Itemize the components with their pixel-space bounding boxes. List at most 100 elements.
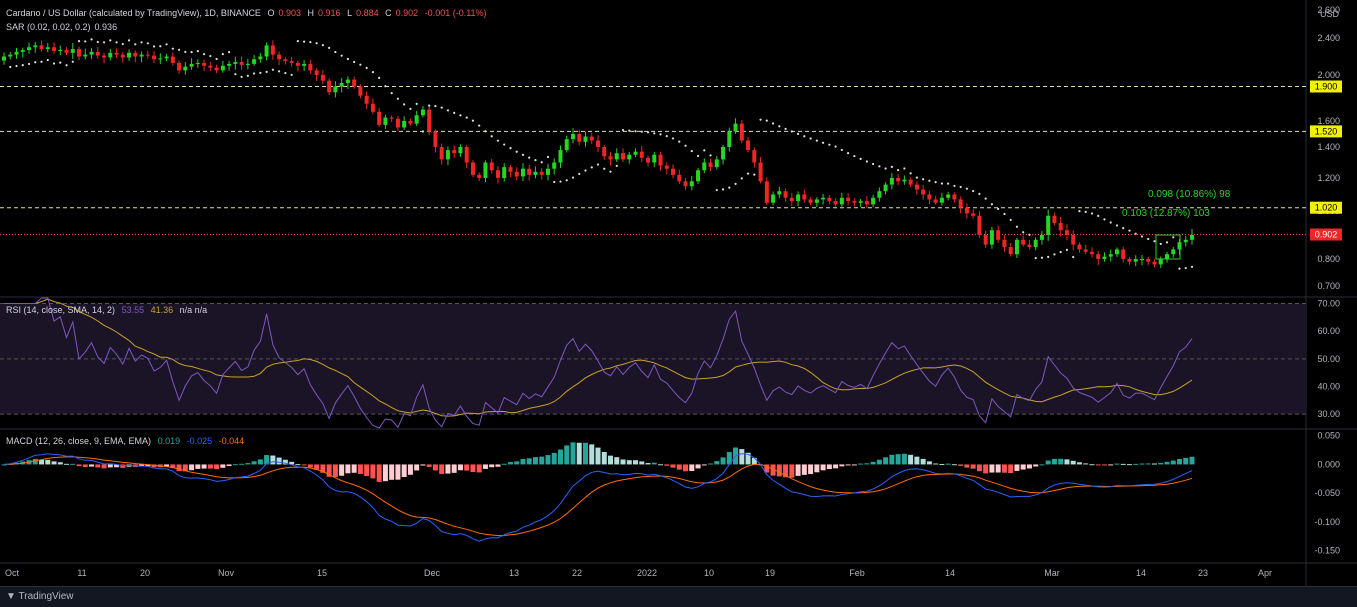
macd-histogram-bar — [1058, 458, 1064, 465]
candle-body — [45, 47, 50, 50]
macd-histogram-bar — [414, 464, 420, 471]
sar-dot — [1134, 232, 1137, 235]
macd-histogram-bar — [983, 464, 989, 474]
sar-dot — [196, 50, 199, 53]
macd-histogram-bar — [914, 456, 920, 465]
sar-dot — [609, 170, 612, 173]
macd-histogram-bar — [845, 464, 851, 466]
candle-body — [621, 153, 626, 160]
macd-histogram-bar — [739, 449, 745, 465]
macd-histogram-bar — [382, 464, 388, 482]
time-tick-label: 13 — [509, 568, 519, 578]
sar-dot — [484, 130, 487, 133]
sar-dot — [940, 182, 943, 185]
sar-dot — [947, 182, 950, 185]
candle-body — [108, 52, 113, 58]
macd-histogram-bar — [1070, 460, 1076, 465]
sar-label: SAR (0.02, 0.02, 0.2) — [6, 22, 91, 32]
sar-dot — [177, 48, 181, 51]
candle-body — [577, 134, 582, 142]
macd-histogram-bar — [82, 464, 88, 467]
level-badge — [1310, 125, 1342, 138]
macd-histogram-bar — [1083, 463, 1089, 465]
sar-dot — [640, 130, 643, 133]
candle-body — [133, 52, 138, 57]
candle-body — [1077, 244, 1082, 250]
candle-body — [814, 199, 819, 203]
sar-dot — [584, 169, 587, 172]
candle-body — [464, 147, 469, 163]
price-tick-label: 0.700 — [1317, 281, 1340, 291]
macd-histogram-bar — [545, 455, 551, 465]
macd-histogram-bar — [864, 463, 870, 465]
sar-dot — [1015, 225, 1019, 228]
macd-histogram-bar — [639, 461, 645, 465]
sar-dot — [84, 40, 87, 43]
sar-dot — [421, 130, 425, 133]
candle-body — [952, 194, 957, 200]
sar-dot — [1190, 265, 1194, 268]
sar-dot — [847, 151, 850, 155]
candle-body — [1183, 239, 1188, 243]
macd-signal-line — [3, 456, 1193, 537]
macd-histogram-bar — [539, 456, 545, 465]
macd-histogram-bar — [420, 464, 426, 466]
sar-dot — [915, 176, 918, 179]
candle-body — [33, 45, 38, 48]
macd-histogram-bar — [220, 464, 226, 468]
sar-dot — [903, 167, 906, 170]
sar-dot — [1090, 212, 1094, 215]
candle-body — [1121, 249, 1126, 259]
macd-histogram-bar — [633, 460, 639, 465]
macd-histogram-bar — [514, 461, 520, 465]
macd-histogram-bar — [189, 464, 195, 471]
sar-dot — [234, 73, 237, 76]
sar-dot — [9, 65, 12, 69]
macd-histogram-bar — [557, 449, 563, 465]
macd-histogram-bar — [995, 464, 1001, 473]
level-badge — [1310, 201, 1342, 214]
sar-dot — [490, 135, 493, 138]
sar-dot — [665, 134, 668, 138]
sar-dot — [734, 182, 737, 185]
macd-histogram-bar — [495, 464, 501, 467]
macd-histogram-bar — [276, 457, 282, 465]
tradingview-logo[interactable]: ▼ TradingView — [6, 591, 74, 602]
macd-histogram-bar — [301, 464, 307, 466]
sar-dot — [528, 156, 531, 159]
macd-histogram-bar — [883, 457, 889, 465]
last-price-label: 0.902 — [1315, 230, 1338, 240]
rsi-legend[interactable]: RSI (14, close, SMA, 14, 2) 53.55 41.36 … — [6, 305, 211, 315]
macd-histogram-bar — [789, 464, 795, 478]
candle-body — [383, 117, 388, 125]
sar-dot — [321, 44, 324, 47]
macd-histogram-bar — [1170, 460, 1176, 465]
candle-body — [1071, 235, 1076, 245]
macd-histogram-bar — [170, 464, 176, 469]
price-legend: Cardano / US Dollar (calculated by Tradi… — [6, 8, 487, 18]
candle-body — [545, 168, 550, 175]
macd-histogram-bar — [432, 464, 438, 471]
macd-histogram-bar — [770, 464, 776, 476]
sar-dot — [1059, 250, 1062, 254]
chart-canvas[interactable]: 2.6002.4002.0001.6001.4001.2001.0000.800… — [0, 0, 1357, 586]
macd-histogram-bar — [833, 464, 839, 469]
macd-legend[interactable]: MACD (12, 26, close, 9, EMA, EMA) 0.019 … — [6, 436, 248, 446]
macd-histogram-bar — [345, 464, 351, 474]
candle-body — [333, 86, 338, 93]
candle-body — [170, 56, 175, 63]
macd-histogram-bar — [476, 464, 482, 473]
sar-legend[interactable]: SAR (0.02, 0.02, 0.2) 0.936 — [6, 22, 121, 32]
sar-dot — [1147, 237, 1150, 241]
macd-histogram-bar — [851, 464, 857, 466]
candle-body — [414, 115, 419, 124]
sar-dot — [890, 165, 893, 168]
rsi-line — [4, 297, 1193, 429]
macd-tick-label: 0.050 — [1317, 431, 1340, 441]
macd-histogram-bar — [564, 445, 570, 465]
macd-histogram-bar — [526, 458, 532, 465]
macd-histogram-bar — [332, 464, 338, 478]
low-value: 0.884 — [356, 8, 379, 18]
symbol-title[interactable]: Cardano / US Dollar (calculated by Tradi… — [6, 8, 261, 18]
macd-histogram-bar — [1, 464, 7, 466]
